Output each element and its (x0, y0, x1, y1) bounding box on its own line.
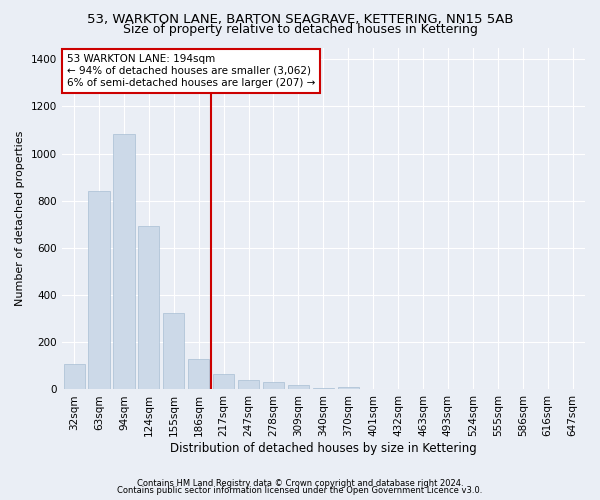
X-axis label: Distribution of detached houses by size in Kettering: Distribution of detached houses by size … (170, 442, 477, 455)
Bar (138, 226, 160, 390)
Bar (188, 360, 209, 390)
Bar (263, 382, 284, 390)
Text: Contains public sector information licensed under the Open Government Licence v3: Contains public sector information licen… (118, 486, 482, 495)
Text: 53 WARKTON LANE: 194sqm
← 94% of detached houses are smaller (3,062)
6% of semi-: 53 WARKTON LANE: 194sqm ← 94% of detache… (67, 54, 315, 88)
Text: 53, WARKTON LANE, BARTON SEAGRAVE, KETTERING, NN15 5AB: 53, WARKTON LANE, BARTON SEAGRAVE, KETTE… (87, 12, 513, 26)
Bar (338, 387, 359, 390)
Bar (238, 380, 259, 390)
Bar (288, 385, 309, 390)
Bar (163, 313, 184, 390)
Y-axis label: Number of detached properties: Number of detached properties (15, 131, 25, 306)
Bar (313, 388, 334, 390)
Text: Size of property relative to detached houses in Kettering: Size of property relative to detached ho… (122, 22, 478, 36)
Text: Contains HM Land Registry data © Crown copyright and database right 2024.: Contains HM Land Registry data © Crown c… (137, 478, 463, 488)
Bar (113, 134, 134, 390)
Bar (213, 374, 234, 390)
Bar (64, 364, 85, 390)
Bar (88, 190, 110, 390)
